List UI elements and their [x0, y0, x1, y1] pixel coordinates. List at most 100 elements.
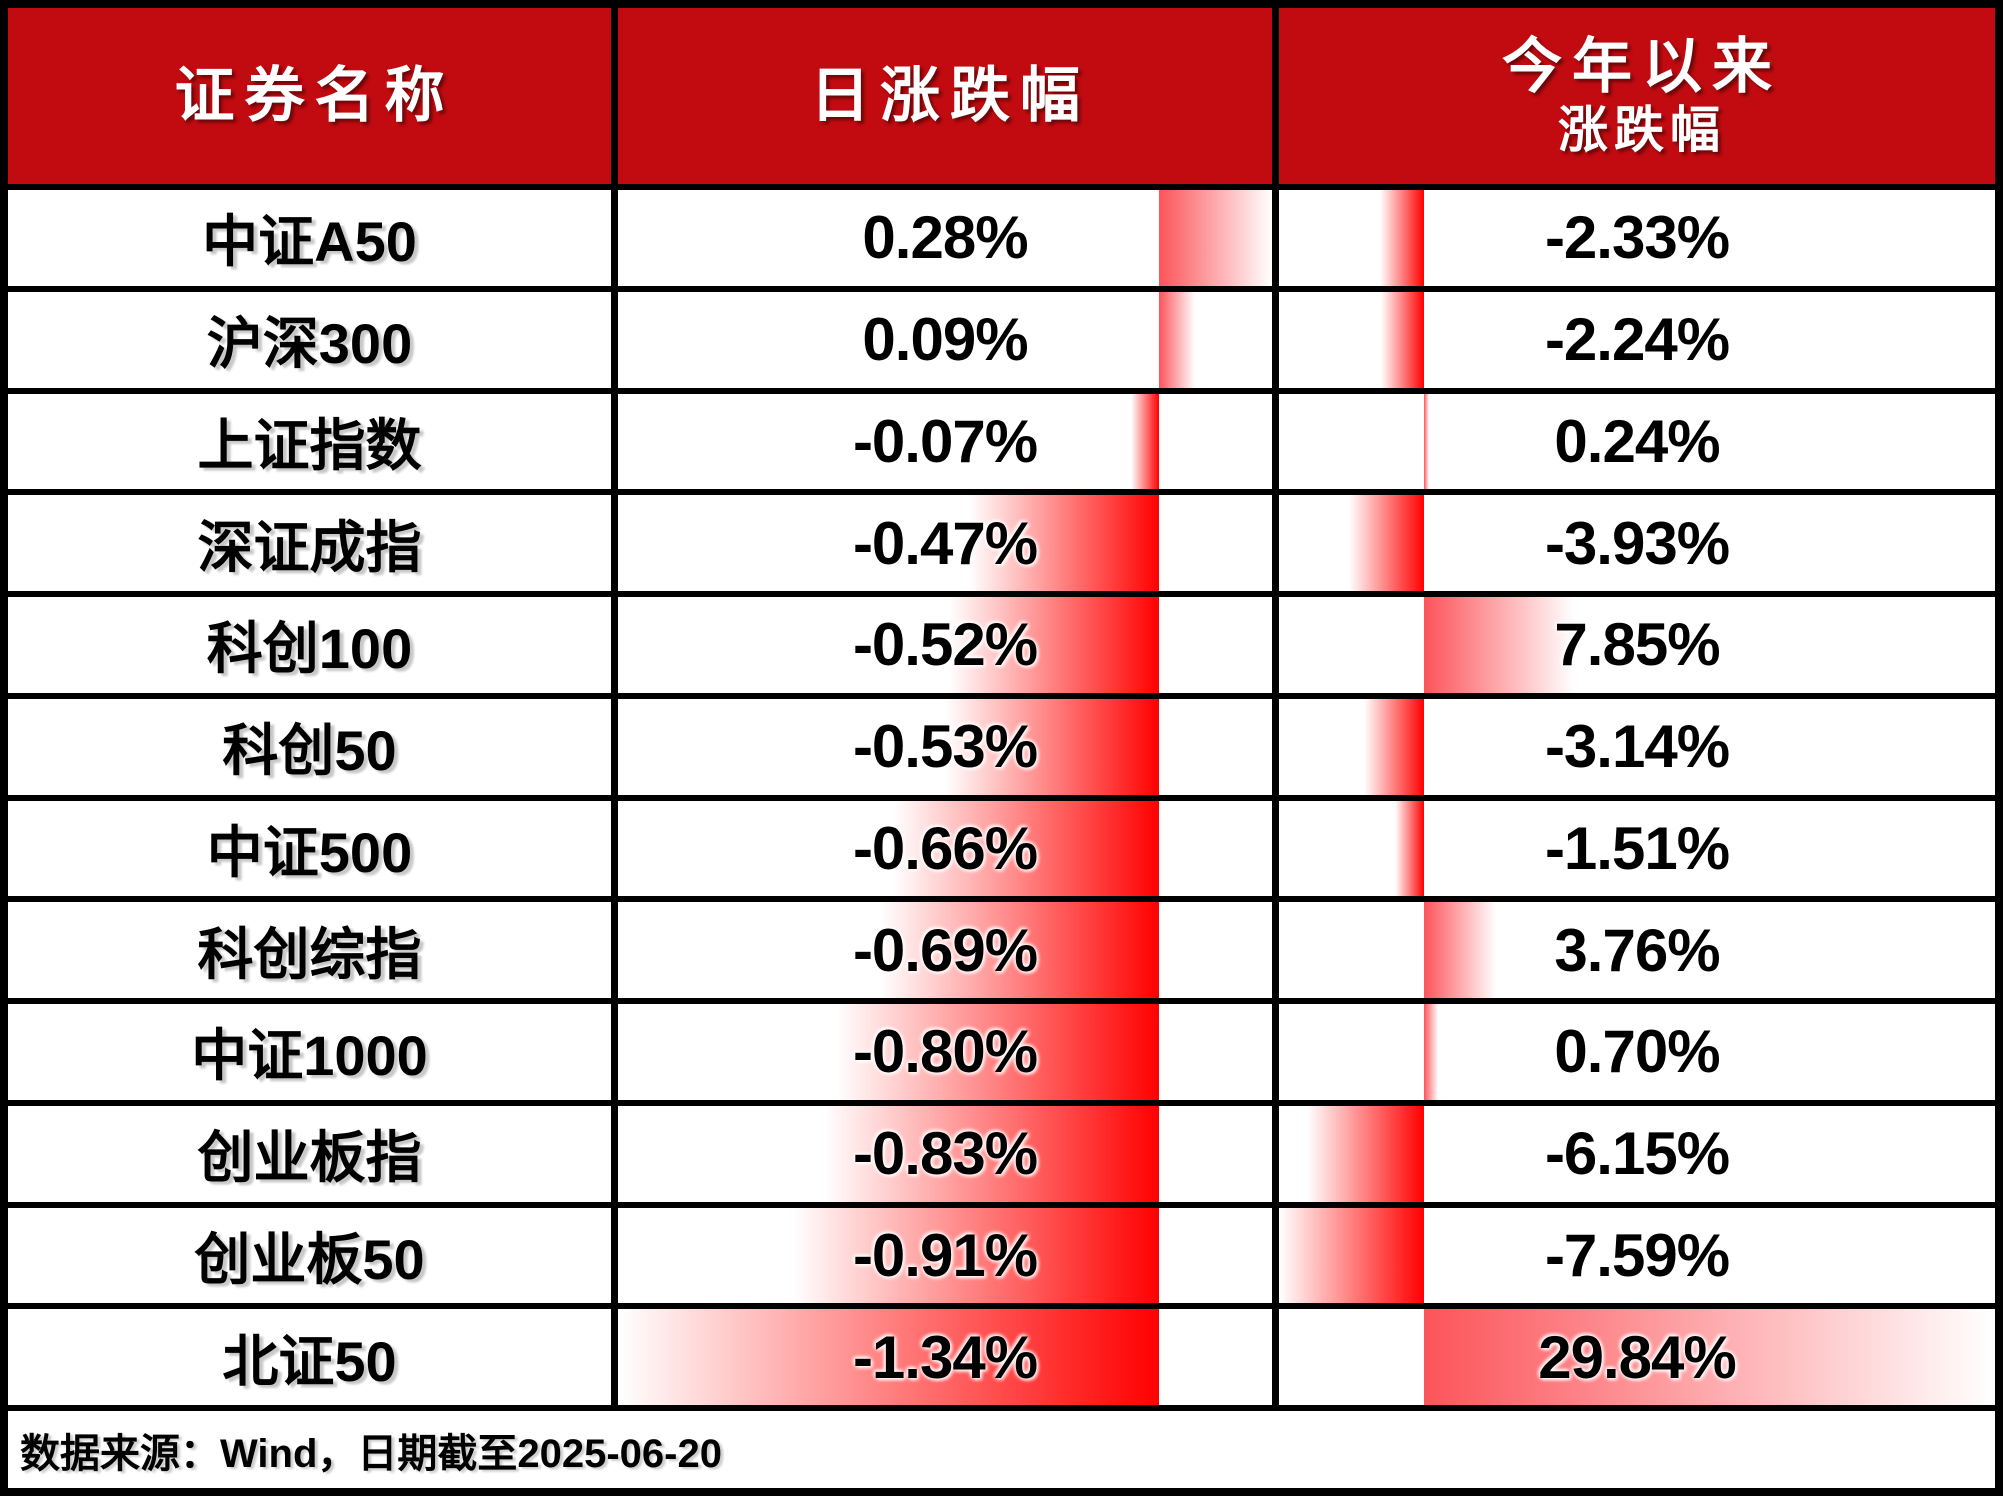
index-name-cell: 上证指数 [8, 393, 618, 496]
ytd-change-cell: 3.76% [1279, 902, 1995, 1004]
ytd-change-cell: -2.24% [1279, 291, 1995, 394]
daily-change-cell: -0.07% [618, 393, 1279, 496]
daily-change-value: 0.09% [862, 306, 1028, 374]
daily-change-value: -0.47% [852, 509, 1038, 577]
ytd-change-cell: -3.93% [1279, 495, 1995, 597]
data-source-note: 数据来源：Wind，日期截至2025-06-20 [20, 1431, 722, 1476]
ytd-change-databar [1306, 1105, 1425, 1202]
daily-change-databar [969, 495, 1159, 591]
ytd-change-value: 0.24% [1554, 407, 1720, 475]
index-name-cell: 科创100 [8, 597, 618, 699]
ytd-change-databar [1379, 190, 1425, 286]
index-name: 科创50 [222, 719, 397, 783]
ytd-change-value: 29.84% [1538, 1323, 1736, 1391]
ytd-change-cell: -6.15% [1279, 1105, 1995, 1208]
ytd-change-value: -3.14% [1544, 713, 1730, 781]
daily-change-databar [1130, 393, 1159, 490]
index-name: 中证500 [206, 820, 413, 884]
ytd-change-value: 0.70% [1554, 1018, 1720, 1086]
header-ytd-change-line2: 涨跌幅 [1558, 101, 1726, 158]
daily-change-value: -0.91% [852, 1221, 1038, 1289]
daily-change-value: -0.07% [852, 407, 1038, 475]
index-name-cell: 中证500 [8, 800, 618, 903]
daily-change-databar [945, 698, 1159, 795]
daily-change-value: -1.34% [852, 1323, 1038, 1391]
daily-change-cell: -0.66% [618, 800, 1279, 903]
daily-change-databar [1158, 291, 1196, 388]
ytd-change-cell: 0.24% [1279, 393, 1995, 496]
header-ytd-change: 今年以来 涨跌幅 [1279, 8, 1995, 190]
daily-change-cell: -0.69% [618, 902, 1279, 1004]
daily-change-cell: 0.28% [618, 190, 1279, 292]
ytd-change-cell: -2.33% [1279, 190, 1995, 292]
ytd-change-cell: 0.70% [1279, 1004, 1995, 1106]
ytd-change-databar [1279, 1207, 1425, 1304]
ytd-change-cell: -7.59% [1279, 1207, 1995, 1310]
daily-change-databar [823, 1105, 1159, 1202]
ytd-change-databar [1395, 800, 1425, 897]
index-name: 创业板50 [194, 1227, 425, 1291]
index-name-cell: 科创50 [8, 698, 618, 801]
index-name: 北证50 [222, 1329, 397, 1393]
ytd-change-databar [1424, 1309, 1995, 1405]
index-name-cell: 北证50 [8, 1309, 618, 1411]
ytd-change-databar [1424, 902, 1497, 998]
ytd-change-value: 7.85% [1554, 611, 1720, 679]
daily-change-cell: 0.09% [618, 291, 1279, 394]
header-security-name-label: 证券名称 [174, 62, 455, 129]
index-name-cell: 创业板指 [8, 1105, 618, 1208]
index-name: 上证指数 [197, 413, 422, 477]
daily-change-value: -0.80% [852, 1018, 1038, 1086]
index-name-cell: 沪深300 [8, 291, 618, 394]
daily-change-value: 0.28% [862, 204, 1028, 272]
index-name: 中证A50 [202, 210, 417, 274]
index-name-cell: 中证1000 [8, 1004, 618, 1106]
daily-change-cell: -0.47% [618, 495, 1279, 597]
index-name-cell: 中证A50 [8, 190, 618, 292]
daily-change-cell: -0.53% [618, 698, 1279, 801]
ytd-change-cell: -3.14% [1279, 698, 1995, 801]
ytd-change-value: -6.15% [1544, 1120, 1730, 1188]
daily-change-value: -0.53% [852, 713, 1038, 781]
ytd-change-cell: 7.85% [1279, 597, 1995, 699]
ytd-change-databar [1424, 597, 1575, 693]
index-name: 中证1000 [191, 1024, 428, 1088]
ytd-change-value: -3.93% [1544, 509, 1730, 577]
header-daily-change-label: 日涨跌幅 [810, 62, 1090, 129]
ytd-change-databar [1364, 698, 1425, 795]
daily-change-databar [892, 800, 1159, 897]
daily-change-cell: -0.83% [618, 1105, 1279, 1208]
ytd-change-cell: 29.84% [1279, 1309, 1995, 1411]
daily-change-cell: -0.91% [618, 1207, 1279, 1310]
ytd-change-databar [1381, 291, 1425, 388]
index-name-cell: 科创综指 [8, 902, 618, 1004]
header-ytd-change-line1: 今年以来 [1502, 33, 1782, 100]
index-name: 深证成指 [197, 515, 422, 579]
ytd-change-databar [1424, 393, 1429, 490]
ytd-change-value: -7.59% [1544, 1221, 1730, 1289]
index-name: 创业板指 [197, 1126, 422, 1190]
ytd-change-value: 3.76% [1554, 916, 1720, 984]
header-daily-change: 日涨跌幅 [618, 8, 1279, 190]
daily-change-cell: -0.52% [618, 597, 1279, 699]
daily-change-value: -0.83% [852, 1120, 1038, 1188]
daily-change-databar [836, 1004, 1159, 1100]
ytd-change-databar [1349, 495, 1425, 591]
index-name: 沪深300 [206, 312, 413, 376]
index-name: 科创综指 [197, 922, 422, 986]
ytd-change-cell: -1.51% [1279, 800, 1995, 903]
index-name-cell: 深证成指 [8, 495, 618, 597]
daily-change-value: -0.52% [852, 611, 1038, 679]
ytd-change-value: -1.51% [1544, 814, 1730, 882]
daily-change-databar [1158, 190, 1272, 286]
daily-change-databar [791, 1207, 1159, 1304]
index-name: 科创100 [206, 617, 413, 681]
daily-change-value: -0.66% [852, 814, 1038, 882]
ytd-change-value: -2.24% [1544, 306, 1730, 374]
ytd-change-databar [1424, 1004, 1438, 1100]
daily-change-value: -0.69% [852, 916, 1038, 984]
ytd-change-value: -2.33% [1544, 204, 1730, 272]
daily-change-cell: -1.34% [618, 1309, 1279, 1411]
